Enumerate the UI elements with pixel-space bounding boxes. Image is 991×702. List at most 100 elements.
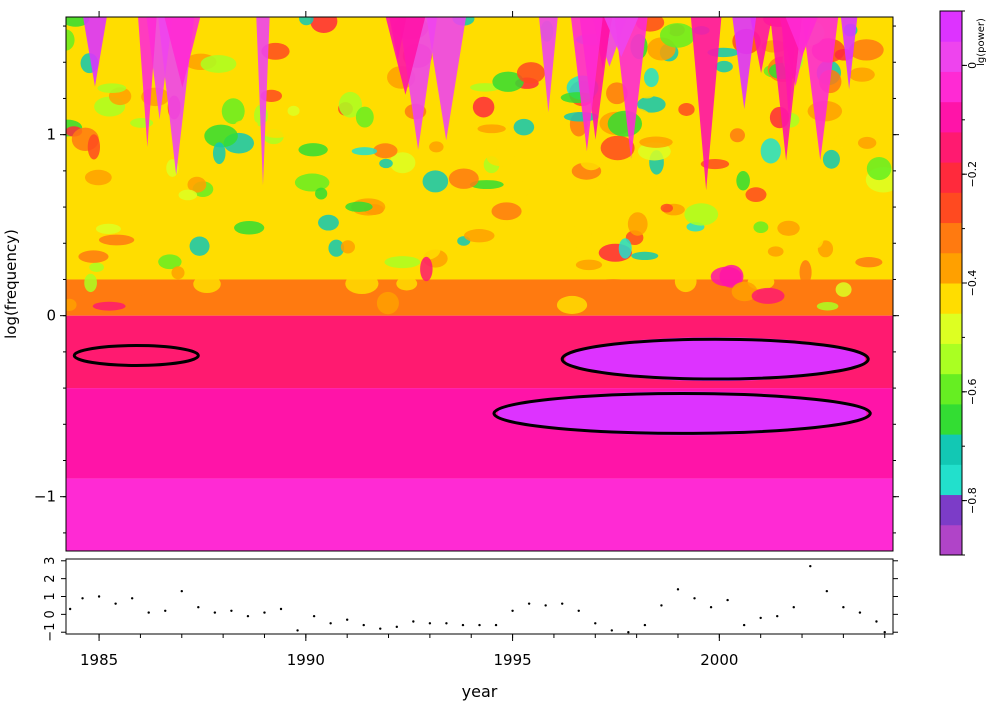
colorbar-segment (940, 313, 962, 344)
colorbar-segment (940, 494, 962, 526)
power-blob (204, 124, 238, 148)
timeseries-point (81, 597, 84, 600)
power-cone (840, 17, 858, 90)
colorbar-segment (940, 464, 962, 496)
timeseries-point (544, 604, 547, 607)
power-blob (618, 238, 632, 259)
power-blob (95, 223, 121, 235)
power-blob (429, 141, 444, 153)
ts-y-tick-label: 0 (43, 610, 58, 618)
power-blob (315, 187, 328, 200)
power-blob (556, 295, 588, 314)
timeseries-point (809, 564, 812, 568)
timeseries-point (246, 614, 250, 618)
timeseries-point (726, 598, 729, 602)
power-blob (66, 298, 77, 311)
timeseries-point (875, 620, 878, 623)
timeseries-point (494, 623, 498, 627)
colorbar-segment (940, 192, 962, 224)
power-blob (89, 262, 104, 273)
power-blob (345, 201, 373, 212)
power-blob (351, 147, 378, 156)
timeseries-point (395, 625, 398, 629)
power-cone (785, 17, 818, 58)
power-blob (477, 124, 506, 134)
power-blob (719, 264, 744, 288)
colorbar-tick-label: −0.6 (966, 378, 979, 405)
timeseries-point (792, 606, 795, 609)
colorbar-tick-label: 0 (966, 62, 979, 69)
timeseries-point (164, 609, 167, 612)
x-axis-label: year (462, 682, 498, 701)
timeseries-frame (65, 558, 894, 635)
timeseries-point (180, 589, 183, 593)
power-blob (513, 118, 535, 136)
ts-y-tick-label: 3 (43, 557, 58, 565)
power-cone (750, 17, 773, 73)
power-blob (516, 62, 546, 84)
timeseries-point (345, 618, 349, 621)
power-blob (492, 71, 524, 92)
power-cone (138, 17, 157, 147)
power-blob (835, 282, 852, 297)
power-blob (866, 157, 892, 181)
power-blob (313, 123, 342, 142)
timeseries-point (478, 623, 481, 627)
power-blob (811, 223, 825, 248)
timeseries-point (114, 602, 117, 605)
power-blob (234, 221, 265, 235)
power-blob (298, 143, 328, 157)
power-blob (355, 106, 374, 128)
power-blob (745, 187, 767, 203)
timeseries-point (709, 606, 713, 609)
power-blob (189, 236, 210, 256)
power-blob (627, 183, 663, 206)
power-blob (571, 224, 592, 242)
power-blob (639, 136, 673, 148)
ts-y-tick-label: −1 (43, 623, 58, 642)
power-cone (732, 17, 757, 110)
power-blob (816, 302, 839, 311)
power-cone (603, 17, 639, 58)
y-tick-label: 1 (46, 126, 56, 144)
timeseries-point (329, 622, 332, 625)
power-blob (448, 168, 479, 189)
power-blob (575, 259, 603, 271)
colorbar-segment (940, 343, 962, 375)
colorbar-segment (940, 252, 962, 284)
power-blob (389, 152, 416, 174)
power-cone (385, 17, 426, 95)
power-blob (753, 221, 769, 234)
timeseries-point (527, 602, 531, 605)
power-blob (178, 189, 198, 201)
power-blob (299, 17, 314, 26)
power-blob (644, 68, 659, 88)
power-blob (715, 60, 733, 73)
power-blob (627, 212, 648, 236)
power-blob (78, 250, 109, 263)
power-cone (256, 17, 270, 186)
power-blob (822, 149, 840, 169)
power-blob (660, 203, 673, 213)
colorbar-tick-label: −0.2 (966, 161, 979, 188)
power-blob (98, 234, 135, 246)
power-blob (338, 91, 362, 118)
colorbar-segment (940, 283, 962, 314)
timeseries-point (68, 607, 72, 611)
power-blob (328, 239, 345, 257)
power-blob (345, 273, 379, 295)
timeseries-point (379, 627, 382, 630)
timeseries-point (825, 589, 829, 593)
y-tick-label: −1 (34, 488, 56, 506)
timeseries-point (511, 609, 514, 612)
power-blob (729, 128, 745, 143)
power-blob (631, 251, 659, 261)
power-band-4 (66, 478, 893, 551)
power-blob (259, 119, 294, 138)
power-blob (200, 55, 237, 73)
colorbar-segment (940, 434, 962, 465)
significance-contour-1 (560, 337, 870, 381)
colorbar-segment (940, 162, 962, 193)
